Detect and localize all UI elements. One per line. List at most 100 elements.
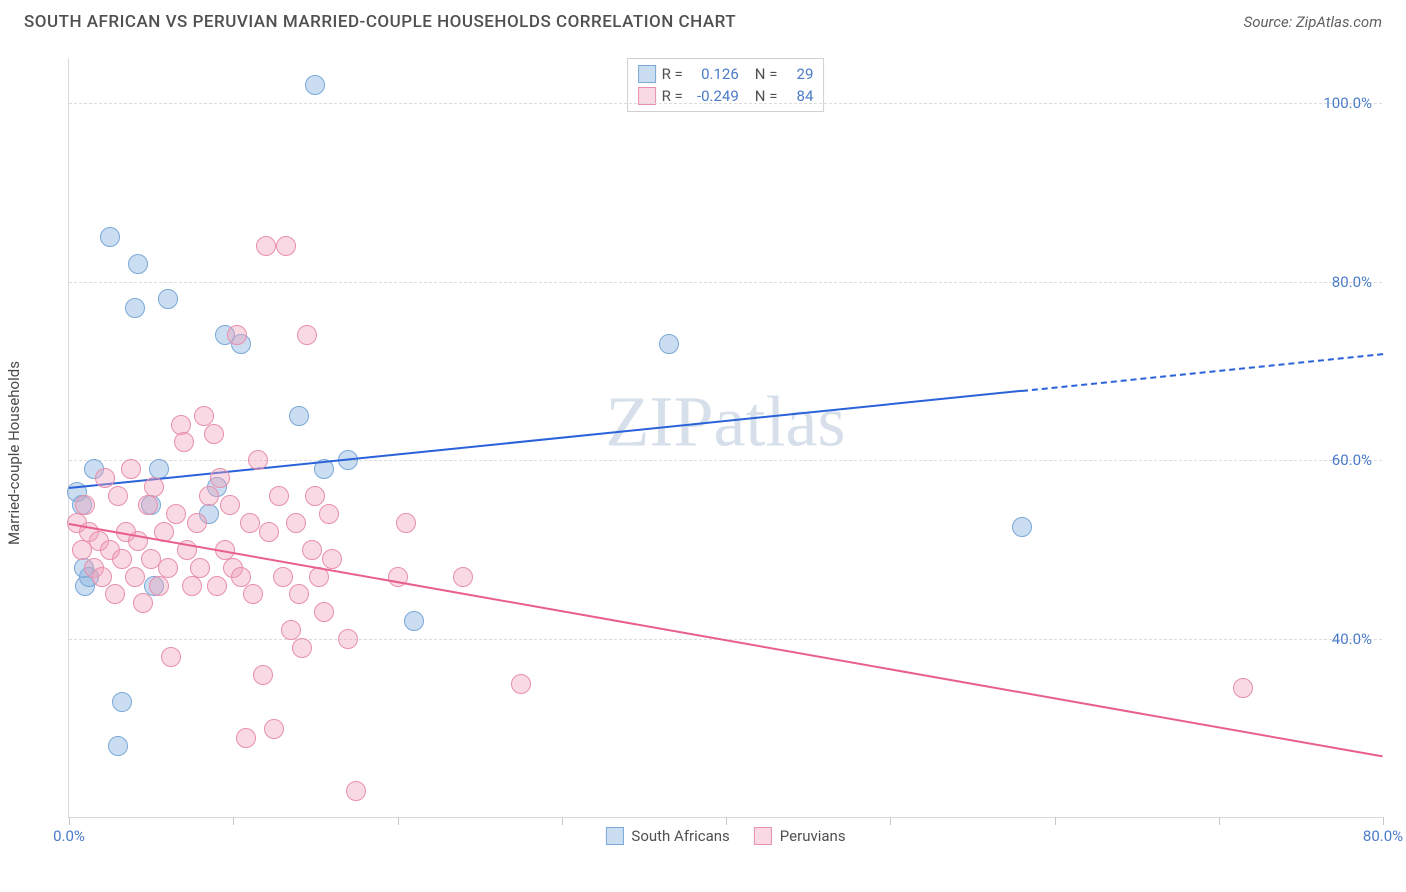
legend-r-value: 0.126 bbox=[689, 65, 739, 83]
scatter-point bbox=[125, 298, 145, 318]
scatter-point bbox=[207, 576, 227, 596]
x-tick bbox=[233, 817, 234, 825]
scatter-point bbox=[305, 75, 325, 95]
scatter-point bbox=[166, 504, 186, 524]
scatter-point bbox=[248, 450, 268, 470]
chart-container: Married-couple Households ZIPatlas R =0.… bbox=[44, 58, 1394, 848]
source-attribution: Source: ZipAtlas.com bbox=[1244, 13, 1382, 31]
scatter-point bbox=[108, 486, 128, 506]
scatter-point bbox=[199, 486, 219, 506]
scatter-point bbox=[269, 486, 289, 506]
scatter-point bbox=[128, 254, 148, 274]
y-tick-label: 100.0% bbox=[1323, 94, 1372, 112]
scatter-point bbox=[231, 567, 251, 587]
scatter-point bbox=[243, 584, 263, 604]
scatter-point bbox=[158, 289, 178, 309]
legend-swatch bbox=[754, 827, 772, 845]
scatter-point bbox=[108, 736, 128, 756]
x-tick bbox=[890, 817, 891, 825]
series-legend: South Africans Peruvians bbox=[605, 827, 845, 845]
scatter-point bbox=[322, 549, 342, 569]
scatter-point bbox=[314, 602, 334, 622]
scatter-point bbox=[171, 415, 191, 435]
scatter-point bbox=[1233, 678, 1253, 698]
x-tick bbox=[726, 817, 727, 825]
scatter-point bbox=[161, 647, 181, 667]
scatter-point bbox=[273, 567, 293, 587]
correlation-legend: R =0.126N =29R =-0.249N =84 bbox=[627, 58, 825, 112]
x-tick bbox=[398, 817, 399, 825]
legend-item: Peruvians bbox=[754, 827, 846, 845]
scatter-point bbox=[319, 504, 339, 524]
scatter-point bbox=[276, 236, 296, 256]
scatter-point bbox=[338, 629, 358, 649]
gridline bbox=[69, 282, 1382, 283]
scatter-point bbox=[121, 459, 141, 479]
legend-item: South Africans bbox=[605, 827, 729, 845]
scatter-point bbox=[286, 513, 306, 533]
scatter-point bbox=[404, 611, 424, 631]
scatter-point bbox=[396, 513, 416, 533]
x-tick bbox=[1055, 817, 1056, 825]
legend-series-name: South Africans bbox=[631, 827, 729, 845]
legend-n-label: N = bbox=[755, 65, 778, 83]
scatter-point bbox=[511, 674, 531, 694]
gridline bbox=[69, 103, 1382, 104]
x-tick bbox=[562, 817, 563, 825]
y-tick-label: 80.0% bbox=[1332, 273, 1372, 291]
scatter-point bbox=[236, 728, 256, 748]
trend-line bbox=[1022, 353, 1384, 392]
scatter-point bbox=[253, 665, 273, 685]
scatter-point bbox=[112, 549, 132, 569]
scatter-point bbox=[256, 236, 276, 256]
x-tick bbox=[1383, 817, 1384, 825]
scatter-point bbox=[105, 584, 125, 604]
scatter-point bbox=[346, 781, 366, 801]
scatter-point bbox=[302, 540, 322, 560]
legend-swatch bbox=[638, 65, 656, 83]
scatter-point bbox=[95, 468, 115, 488]
legend-series-name: Peruvians bbox=[780, 827, 846, 845]
scatter-point bbox=[210, 468, 230, 488]
scatter-point bbox=[297, 325, 317, 345]
scatter-point bbox=[100, 227, 120, 247]
scatter-point bbox=[138, 495, 158, 515]
x-tick bbox=[1219, 817, 1220, 825]
scatter-point bbox=[174, 432, 194, 452]
scatter-point bbox=[264, 719, 284, 739]
y-axis-label: Married-couple Households bbox=[5, 361, 23, 545]
scatter-point bbox=[305, 486, 325, 506]
scatter-point bbox=[92, 567, 112, 587]
scatter-point bbox=[259, 522, 279, 542]
scatter-point bbox=[227, 325, 247, 345]
legend-swatch bbox=[605, 827, 623, 845]
scatter-point bbox=[292, 638, 312, 658]
legend-r-label: R = bbox=[662, 65, 683, 83]
scatter-point bbox=[125, 567, 145, 587]
x-tick bbox=[69, 817, 70, 825]
scatter-point bbox=[1012, 517, 1032, 537]
scatter-point bbox=[133, 593, 153, 613]
legend-n-value: 29 bbox=[783, 65, 813, 83]
scatter-point bbox=[190, 558, 210, 578]
scatter-point bbox=[149, 576, 169, 596]
legend-row: R = 0.126 N = 29 bbox=[638, 63, 814, 85]
scatter-point bbox=[289, 584, 309, 604]
y-tick-label: 60.0% bbox=[1332, 451, 1372, 469]
scatter-point bbox=[144, 477, 164, 497]
scatter-point bbox=[194, 406, 214, 426]
x-tick-label: 80.0% bbox=[1363, 827, 1403, 845]
y-tick-label: 40.0% bbox=[1332, 630, 1372, 648]
scatter-point bbox=[112, 692, 132, 712]
scatter-point bbox=[453, 567, 473, 587]
x-tick-label: 0.0% bbox=[53, 827, 85, 845]
watermark-text: ZIPatlas bbox=[606, 381, 846, 464]
scatter-point bbox=[204, 424, 224, 444]
scatter-point bbox=[289, 406, 309, 426]
scatter-point bbox=[220, 495, 240, 515]
plot-area: ZIPatlas R =0.126N =29R =-0.249N =84 Sou… bbox=[68, 58, 1382, 818]
scatter-point bbox=[75, 495, 95, 515]
scatter-point bbox=[187, 513, 207, 533]
scatter-point bbox=[158, 558, 178, 578]
scatter-point bbox=[659, 334, 679, 354]
